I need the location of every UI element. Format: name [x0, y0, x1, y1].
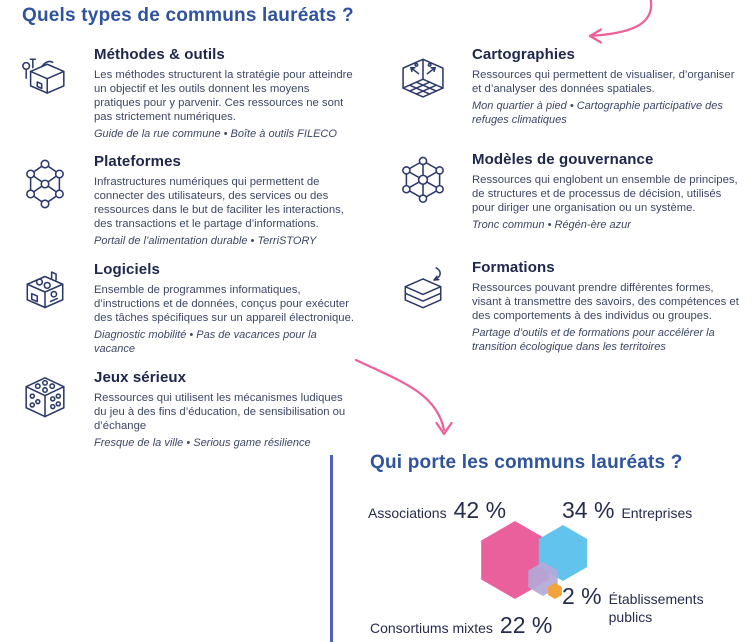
- type-title: Plateformes: [94, 153, 181, 170]
- type-card-cartographies: Cartographies Ressources qui permettent …: [392, 46, 740, 128]
- type-description: Ressources qui englobent un ensemble de …: [472, 174, 738, 215]
- type-examples: Portail de l’alimentation durable • Terr…: [94, 235, 317, 248]
- arrow-to-chart: [354, 358, 446, 432]
- type-card-modeles-gouvernance: Modèles de gouvernance Ressources qui en…: [392, 151, 740, 233]
- type-title: Modèles de gouvernance: [472, 151, 654, 168]
- hexagon-chart: [481, 521, 588, 599]
- type-title: Méthodes & outils: [94, 46, 225, 63]
- stat-value: 34 %: [562, 497, 615, 523]
- type-examples: Tronc commun • Régén-ère azur: [472, 219, 631, 232]
- type-examples: Fresque de la ville • Serious game résil…: [94, 437, 311, 450]
- chart-title: Qui porte les communs lauréats ?: [370, 452, 683, 473]
- type-description: Ressources qui permettent de visualiser,…: [472, 69, 735, 96]
- stat-associations: Associations 42 %: [368, 497, 506, 524]
- stat-consortiums: Consortiums mixtes 22 %: [370, 612, 552, 639]
- machine-icon: [14, 261, 76, 323]
- type-title: Logiciels: [94, 261, 160, 278]
- dice-icon: [14, 369, 76, 431]
- type-description: Infrastructures numériques qui permetten…: [94, 176, 344, 231]
- type-title: Cartographies: [472, 46, 575, 63]
- type-card-formations: Formations Ressources pouvant prendre di…: [392, 259, 740, 355]
- stat-label: Associations: [368, 505, 447, 521]
- stat-entreprises: 34 % Entreprises: [562, 497, 692, 524]
- type-examples: Partage d’outils et de formations pour a…: [472, 327, 715, 354]
- layered-stack-icon: [392, 259, 454, 321]
- stat-value: 22 %: [499, 612, 553, 638]
- type-description: Ressources pouvant prendre différentes f…: [472, 282, 739, 323]
- network-lattice-icon: [14, 153, 76, 215]
- type-card-logiciels: Logiciels Ensemble de programmes informa…: [14, 261, 356, 357]
- type-description: Ensemble de programmes informatiques, d’…: [94, 284, 354, 325]
- toolbox-icon: [14, 46, 76, 108]
- type-title: Jeux sérieux: [94, 369, 187, 386]
- type-card-jeux-serieux: Jeux sérieux Ressources qui utilisent le…: [14, 369, 356, 451]
- type-examples: Diagnostic mobilité • Pas de vacances po…: [94, 329, 317, 356]
- arrow-to-cartographies: [588, 0, 653, 38]
- governance-network-icon: [392, 151, 454, 213]
- type-description: Ressources qui utilisent les mécanismes …: [94, 392, 346, 433]
- stat-label: Entreprises: [621, 505, 693, 521]
- type-card-plateformes: Plateformes Infrastructures numériques q…: [14, 153, 356, 249]
- stat-publics: 2 % Établissements publics: [562, 583, 717, 626]
- page-title: Quels types de communs lauréats ?: [22, 5, 354, 26]
- vertical-divider: [330, 455, 333, 642]
- map-grid-icon: [392, 46, 454, 108]
- stat-value: 2 %: [562, 583, 602, 609]
- type-examples: Mon quartier à pied • Cartographie parti…: [472, 100, 723, 126]
- type-title: Formations: [472, 259, 555, 276]
- type-card-methodes-outils: Méthodes & outils Les méthodes structure…: [14, 46, 356, 142]
- stat-label: Consortiums mixtes: [370, 620, 493, 636]
- hexagon-publics: [548, 583, 562, 599]
- stat-value: 42 %: [453, 497, 507, 523]
- type-description: Les méthodes structurent la stratégie po…: [94, 69, 353, 124]
- stat-label: Établissements publics: [608, 591, 704, 625]
- type-examples: Guide de la rue commune • Boîte à outils…: [94, 128, 337, 141]
